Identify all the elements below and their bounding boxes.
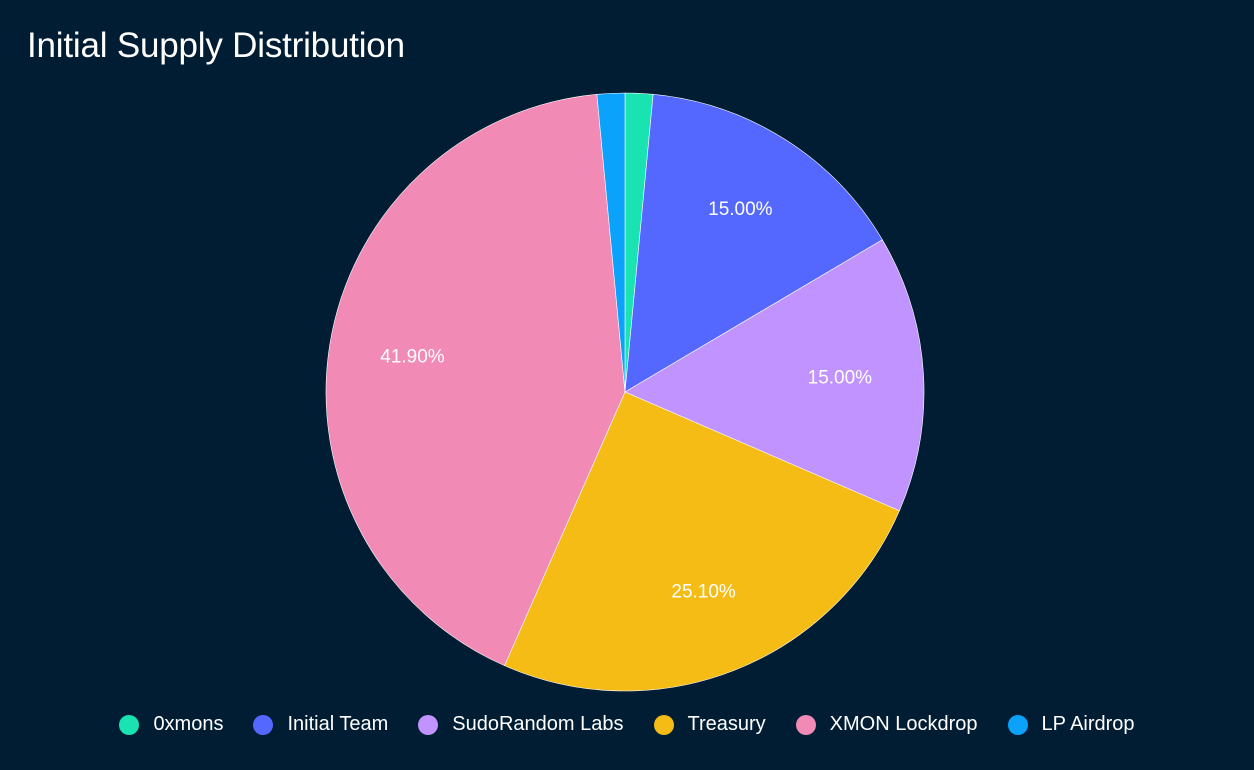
legend-swatch — [1007, 714, 1028, 735]
data-label-sudorandom-labs: 15.00% — [808, 367, 873, 388]
legend-label: 0xmons — [153, 713, 224, 735]
pie-slice-initial-team[interactable] — [624, 93, 883, 393]
legend-label: Initial Team — [287, 713, 389, 735]
legend-item-treasury[interactable]: Treasury — [653, 713, 766, 736]
legend-label: SudoRandom Labs — [452, 713, 624, 735]
pie-chart: 15.00% 15.00% 25.10% 41.90% — [325, 92, 925, 692]
chart-title: Initial Supply Distribution — [27, 26, 405, 65]
pie-slice-sudorandom-labs[interactable] — [624, 239, 925, 512]
legend-item-xmon-lockdrop[interactable]: XMON Lockdrop — [795, 713, 978, 736]
legend-swatch — [253, 714, 274, 735]
pie-slice-treasury[interactable] — [504, 391, 900, 692]
legend-label: XMON Lockdrop — [829, 713, 978, 735]
data-label-initial-team: 15.00% — [708, 199, 773, 220]
legend-label: LP Airdrop — [1041, 713, 1135, 735]
legend-item-sudorandom-labs[interactable]: SudoRandom Labs — [418, 713, 624, 736]
pie-slice-lp-airdrop[interactable] — [596, 92, 626, 393]
legend-swatch — [119, 714, 140, 735]
pie-slice-xmon-lockdrop[interactable] — [325, 93, 626, 667]
legend-swatch — [653, 714, 674, 735]
legend-swatch — [418, 714, 439, 735]
legend-item-lp-airdrop[interactable]: LP Airdrop — [1007, 713, 1135, 736]
data-label-xmon-lockdrop: 41.90% — [380, 347, 445, 368]
legend: 0xmons Initial Team SudoRandom Labs Treasur… — [0, 713, 1254, 736]
legend-swatch — [795, 714, 816, 735]
legend-label: Treasury — [687, 713, 766, 735]
legend-item-initial-team[interactable]: Initial Team — [253, 713, 388, 736]
data-label-treasury: 25.10% — [671, 581, 736, 602]
legend-item-0xmons[interactable]: 0xmons — [119, 713, 223, 736]
